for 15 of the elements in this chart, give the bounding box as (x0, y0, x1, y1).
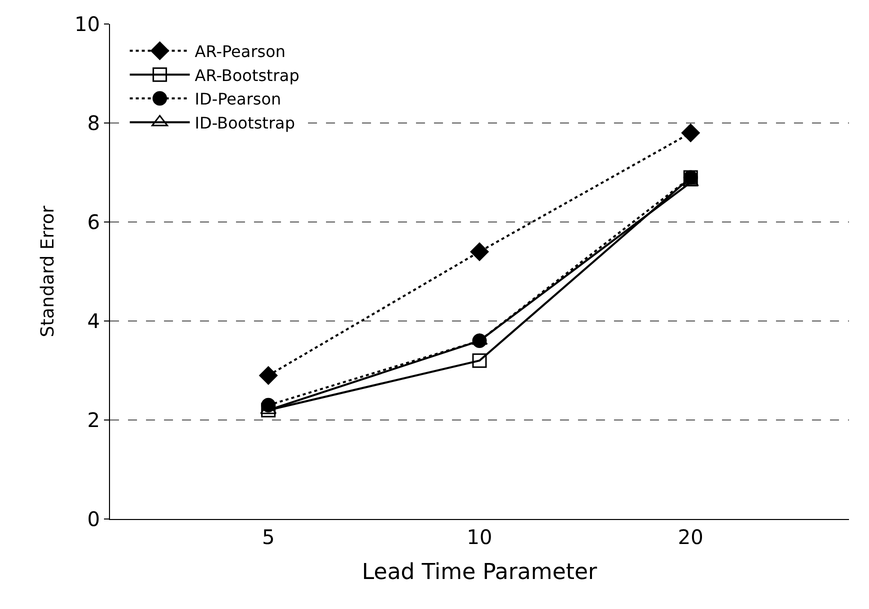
y-tick-label: 8 (87, 111, 100, 135)
legend-label: AR-Pearson (194, 42, 286, 62)
x-tick-label: 5 (262, 525, 275, 549)
y-tick-label: 0 (87, 507, 100, 531)
y-axis-title: Standard Error (38, 205, 59, 338)
x-tick-label: 10 (466, 525, 492, 549)
y-tick-label: 10 (74, 12, 100, 36)
x-axis-title: Lead Time Parameter (362, 560, 598, 585)
legend-label: ID-Pearson (194, 90, 282, 109)
legend-label: ID-Bootstrap (194, 113, 295, 132)
y-tick-label: 6 (87, 210, 100, 234)
y-tick-label: 4 (87, 309, 100, 333)
y-tick-label: 2 (87, 408, 100, 432)
x-tick-label: 20 (678, 525, 704, 549)
legend-label: AR-Bootstrap (194, 66, 300, 85)
